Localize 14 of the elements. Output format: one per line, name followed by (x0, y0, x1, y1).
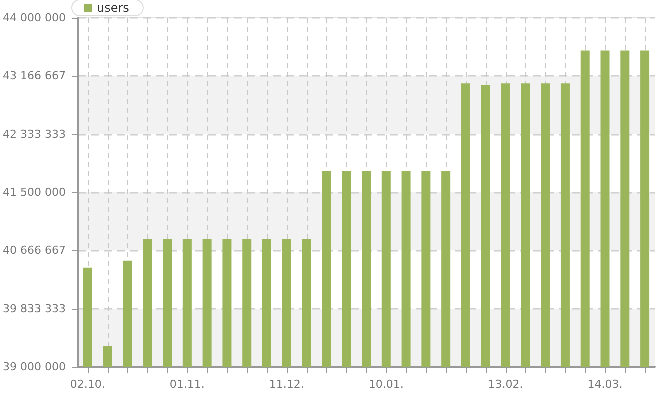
y-tick-label: 44 000 000 (2, 12, 66, 24)
y-tick-label: 42 333 333 (2, 128, 66, 141)
y-tick-label: 43 166 667 (2, 70, 66, 83)
y-tick-label: 39 833 333 (2, 302, 66, 316)
x-tick-label: 13.02. (488, 378, 524, 391)
x-tick-label: 11.12. (269, 378, 304, 391)
x-tick-label: 01.11. (170, 378, 205, 391)
x-tick-label: 14.03. (588, 378, 623, 391)
x-tick-label: 10.01. (368, 378, 404, 391)
legend-label: users (97, 1, 130, 15)
y-tick-label: 39 000 000 (2, 360, 66, 374)
x-tick-label: 02.10. (70, 378, 106, 391)
y-tick-label: 41 500 000 (2, 186, 66, 199)
y-tick-label: 40 666 667 (2, 244, 66, 258)
